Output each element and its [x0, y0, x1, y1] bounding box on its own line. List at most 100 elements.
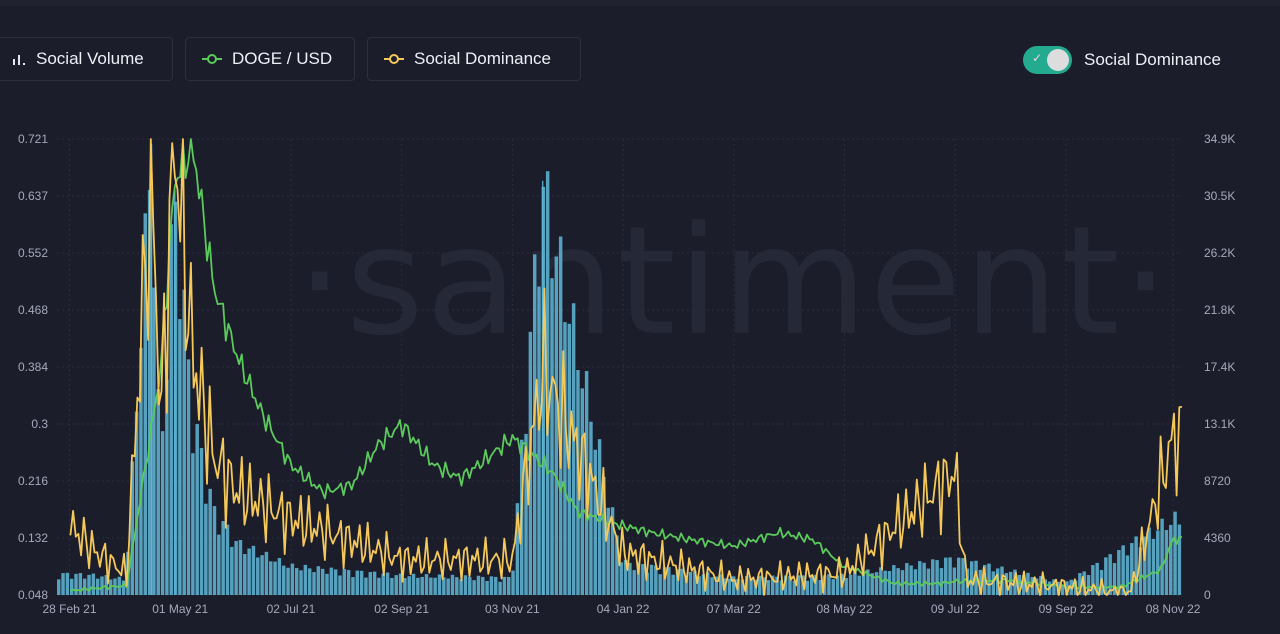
social-volume-bar: [130, 461, 135, 595]
social-volume-bar: [286, 567, 290, 595]
social-volume-bar: [1151, 538, 1156, 595]
social-volume-bar: [1104, 557, 1108, 595]
ring-yellow-icon: [384, 53, 404, 65]
social-volume-bar: [874, 572, 879, 595]
social-volume-bar: [939, 568, 944, 595]
social-volume-bar: [238, 539, 243, 595]
social-volume-bar: [307, 568, 312, 595]
social-volume-bar: [835, 575, 840, 595]
social-volume-bar: [969, 561, 974, 595]
social-volume-bar: [498, 581, 502, 595]
metric-label: Social Volume: [36, 49, 144, 68]
social-volume-bar: [974, 560, 978, 595]
social-volume-bar: [1108, 554, 1112, 595]
social-volume-bar: [511, 570, 515, 595]
social-volume-bar: [230, 546, 234, 595]
social-volume-bar: [403, 578, 407, 595]
social-volume-bar: [770, 575, 775, 595]
social-volume-bar: [290, 563, 295, 595]
social-volume-bar: [57, 579, 61, 595]
social-volume-bar: [398, 573, 403, 595]
social-volume-bar: [429, 577, 433, 595]
x-tick-label: 08 May 22: [816, 602, 872, 616]
y-left-tick-label: 0.552: [18, 246, 48, 260]
social-volume-bar: [706, 572, 710, 595]
y-right-tick-label: 4360: [1204, 531, 1231, 545]
social-volume-bar: [364, 577, 368, 595]
social-volume-bar: [139, 347, 143, 595]
social-volume-bar: [1173, 511, 1177, 595]
social-volume-bar: [260, 555, 264, 595]
metric-chip-social-dominance[interactable]: Social Dominance: [367, 37, 581, 81]
social-volume-bar: [312, 572, 316, 595]
social-volume-bar: [766, 580, 771, 595]
social-volume-bar: [892, 565, 896, 595]
social-volume-bar: [147, 189, 152, 595]
social-volume-bar: [1034, 578, 1039, 595]
y-right-tick-label: 17.4K: [1204, 360, 1235, 374]
x-tick-label: 08 Nov 22: [1146, 602, 1201, 616]
ring-green-icon: [202, 53, 222, 65]
social-volume-bar: [143, 213, 147, 595]
social-volume-bar: [61, 573, 65, 595]
social-volume-bar: [204, 503, 208, 595]
social-volume-bar: [104, 575, 109, 595]
y-left-tick-label: 0.468: [18, 303, 48, 317]
social-volume-bar: [256, 557, 260, 595]
social-volume-bar: [342, 569, 347, 595]
social-volume-bar: [636, 562, 641, 595]
y-left-tick-label: 0.132: [18, 531, 48, 545]
social-volume-bar: [1078, 573, 1082, 595]
x-tick-label: 01 May 21: [152, 602, 208, 616]
social-volume-bar: [442, 577, 446, 595]
social-volume-bar: [814, 574, 818, 595]
social-volume-bar: [550, 278, 554, 595]
y-left-tick-label: 0.637: [18, 189, 48, 203]
social-volume-bar: [545, 171, 550, 595]
chart-lines: [69, 138, 1183, 596]
metric-chip-social-volume[interactable]: Social Volume: [0, 37, 173, 81]
social-volume-bar: [628, 562, 632, 595]
social-volume-bar: [269, 561, 273, 595]
x-tick-label: 03 Nov 21: [485, 602, 540, 616]
check-icon: ✓: [1032, 51, 1043, 65]
social-volume-bar: [593, 449, 597, 595]
social-volume-bar: [91, 573, 96, 595]
social-volume-bar: [186, 359, 191, 595]
y-left-tick-label: 0.721: [18, 132, 48, 146]
social-volume-bar: [931, 559, 935, 595]
social-volume-bar: [169, 224, 173, 595]
social-volume-bar: [991, 571, 996, 595]
metric-chip-doge-usd[interactable]: DOGE / USD: [185, 37, 355, 81]
social-volume-bar: [809, 575, 814, 595]
toggle-label: Social Dominance: [1084, 50, 1222, 69]
social-volume-bar: [191, 453, 195, 595]
social-volume-bar: [100, 576, 104, 595]
social-dominance-toggle-group: ✓ Social Dominance: [1023, 46, 1221, 74]
social-volume-bar: [1160, 518, 1164, 595]
social-volume-bar: [325, 573, 329, 595]
social-dominance-toggle[interactable]: ✓: [1023, 46, 1072, 74]
social-volume-bar: [489, 576, 494, 595]
y-right-tick-label: 34.9K: [1204, 132, 1235, 146]
bar-chart-icon: [12, 53, 26, 65]
social-volume-bar: [299, 570, 303, 595]
x-tick-label: 07 Mar 22: [707, 602, 761, 616]
social-volume-bar: [1112, 563, 1117, 595]
social-volume-bar: [459, 579, 463, 595]
x-tick-label: 02 Jul 21: [267, 602, 316, 616]
social-volume-bar: [437, 574, 442, 595]
social-volume-bar: [394, 575, 398, 595]
social-volume-bar: [662, 567, 667, 595]
social-volume-bar: [606, 507, 610, 595]
y-right-tick-label: 30.5K: [1204, 189, 1235, 203]
social-volume-bar: [424, 574, 429, 595]
social-volume-bar: [727, 578, 732, 595]
chart: 0.721 0.637 0.552 0.468 0.384 0.3 0.216 0.132 0.…: [18, 132, 1235, 616]
social-volume-bar: [961, 558, 965, 595]
social-volume-bar: [152, 287, 156, 595]
top-bar: [0, 0, 1280, 6]
social-volume-bar: [589, 421, 593, 595]
social-volume-bar: [381, 573, 385, 595]
social-volume-bar: [571, 303, 576, 595]
